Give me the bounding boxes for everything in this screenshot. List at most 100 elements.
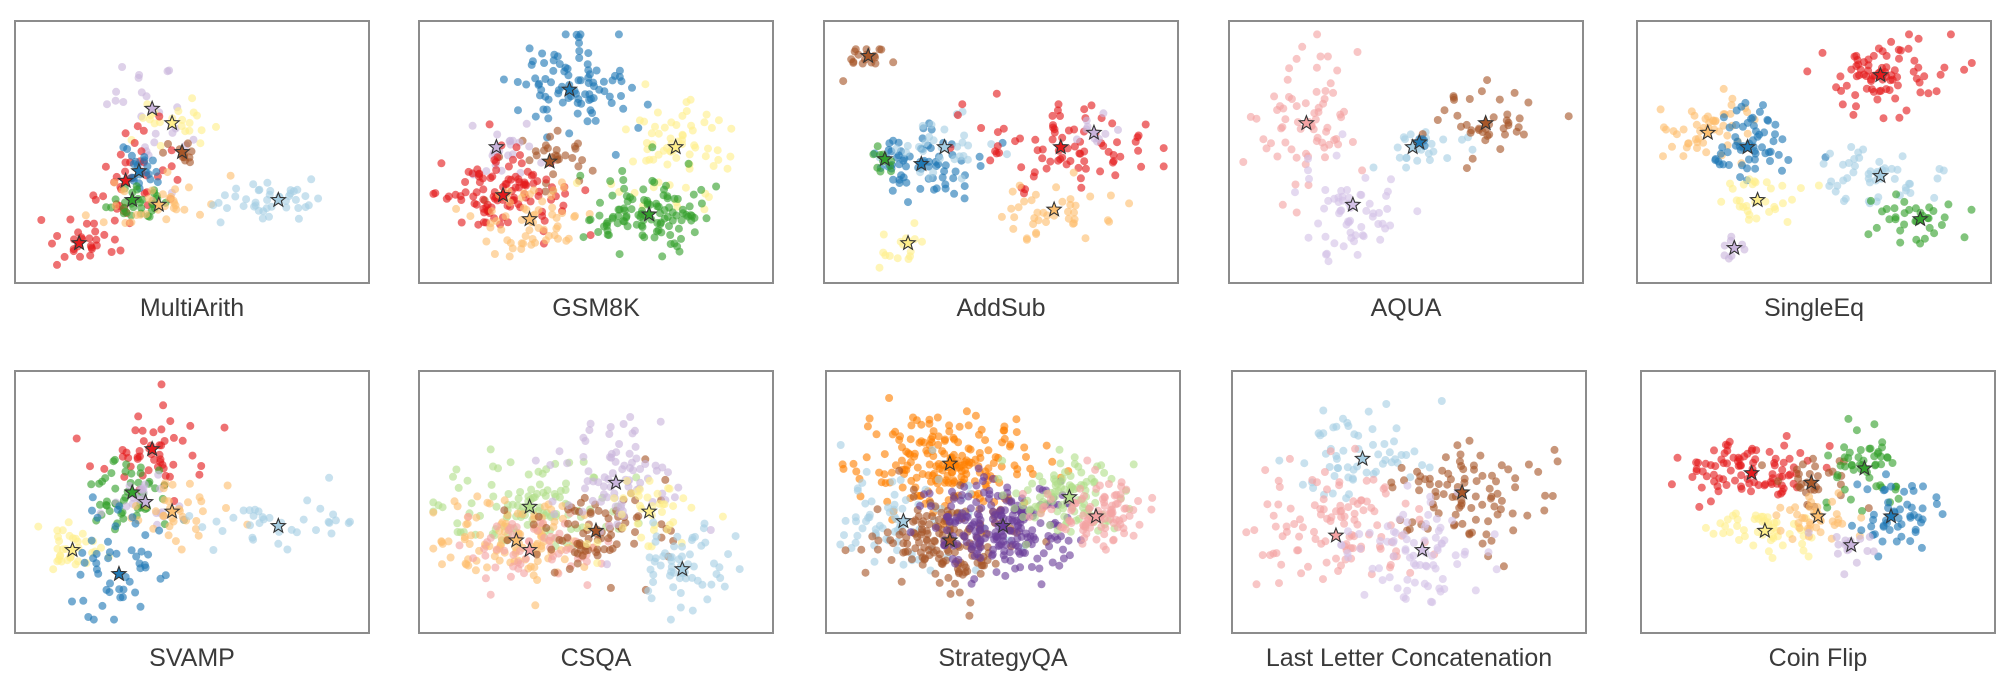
scatter-point bbox=[684, 159, 693, 168]
scatter-point bbox=[1383, 204, 1392, 213]
scatter-point bbox=[545, 536, 553, 545]
scatter-point bbox=[1918, 515, 1927, 524]
scatter-point bbox=[1109, 535, 1118, 544]
scatter-point bbox=[657, 520, 666, 529]
cluster-center-star bbox=[143, 440, 161, 457]
scatter-point bbox=[325, 473, 334, 482]
scatter-point bbox=[1361, 173, 1370, 182]
scatter-point bbox=[197, 462, 206, 470]
scatter-point bbox=[1250, 526, 1259, 535]
scatter-point bbox=[1662, 125, 1670, 134]
scatter-point bbox=[119, 143, 128, 152]
scatter-point bbox=[554, 549, 563, 558]
scatter-point bbox=[1390, 437, 1398, 446]
scatter-point bbox=[1375, 564, 1383, 573]
scatter-point bbox=[1129, 531, 1138, 540]
scatter-point bbox=[1343, 463, 1352, 472]
scatter-point bbox=[1269, 511, 1278, 520]
scatter-point bbox=[1804, 528, 1813, 537]
scatter-point bbox=[927, 120, 936, 129]
scatter-point bbox=[615, 66, 624, 75]
points-layer bbox=[1242, 397, 1562, 607]
scatter-point bbox=[1906, 179, 1914, 188]
scatter-point bbox=[1752, 127, 1760, 136]
scatter-point bbox=[1866, 196, 1875, 205]
scatter-point bbox=[885, 508, 894, 517]
scatter-point bbox=[1919, 482, 1927, 491]
scatter-point bbox=[1844, 454, 1853, 462]
scatter-point bbox=[651, 122, 659, 131]
scatter-point bbox=[883, 528, 892, 537]
scatter-point bbox=[1900, 220, 1909, 229]
scatter-point bbox=[1052, 183, 1061, 192]
scatter-point bbox=[944, 512, 953, 521]
scatter-point bbox=[1851, 162, 1859, 171]
scatter-point bbox=[1342, 494, 1351, 503]
scatter-point bbox=[681, 183, 690, 192]
scatter-point bbox=[1747, 487, 1755, 496]
scatter-point bbox=[232, 184, 241, 193]
scatter-point bbox=[1497, 461, 1506, 470]
scatter-point bbox=[121, 573, 130, 581]
scatter-point bbox=[1510, 88, 1519, 97]
scatter-point bbox=[469, 192, 478, 201]
scatter-point bbox=[1022, 235, 1031, 244]
scatter-point bbox=[1119, 514, 1128, 523]
scatter-point bbox=[928, 446, 937, 455]
scatter-point bbox=[531, 456, 540, 465]
scatter-point bbox=[1344, 473, 1353, 482]
scatter-point bbox=[642, 156, 651, 165]
scatter-point bbox=[249, 511, 258, 520]
scatter-point bbox=[1323, 123, 1332, 132]
scatter-point bbox=[1726, 109, 1735, 118]
scatter-point bbox=[1896, 226, 1905, 235]
scatter-point bbox=[96, 500, 104, 509]
scatter-point bbox=[1051, 487, 1059, 496]
scatter-point bbox=[1460, 474, 1469, 483]
scatter-point bbox=[929, 136, 938, 145]
scatter-point bbox=[906, 528, 915, 537]
scatter-point bbox=[1403, 575, 1412, 584]
cluster-center-star bbox=[110, 564, 128, 582]
scatter-point bbox=[667, 118, 676, 127]
scatter-point bbox=[1774, 490, 1782, 499]
scatter-point bbox=[1788, 195, 1796, 204]
scatter-point bbox=[1374, 450, 1383, 459]
scatter-point bbox=[898, 443, 906, 452]
scatter-point bbox=[606, 177, 615, 186]
cluster-center-star bbox=[876, 150, 894, 167]
scatter-point bbox=[979, 488, 988, 497]
scatter-point bbox=[1496, 145, 1505, 154]
scatter-point bbox=[955, 588, 964, 597]
scatter-point bbox=[1523, 511, 1532, 520]
scatter-point bbox=[889, 175, 898, 184]
scatter-point bbox=[1025, 512, 1034, 521]
scatter-point bbox=[1028, 470, 1037, 478]
scatter-point bbox=[1737, 471, 1746, 480]
cluster-center-star bbox=[640, 502, 658, 519]
scatter-point bbox=[881, 479, 890, 488]
scatter-point bbox=[1472, 477, 1481, 486]
scatter-point bbox=[1937, 221, 1946, 229]
scatter-point bbox=[1350, 430, 1359, 439]
cluster-center-star bbox=[150, 195, 168, 213]
scatter-point bbox=[1459, 465, 1468, 474]
scatter-point bbox=[1310, 109, 1319, 118]
scatter-point bbox=[131, 588, 140, 597]
scatter-point bbox=[1066, 517, 1075, 526]
scatter-point bbox=[893, 546, 901, 555]
scatter-point bbox=[286, 189, 295, 198]
scatter-point bbox=[1300, 459, 1309, 468]
scatter-point bbox=[1070, 208, 1078, 217]
points-layer bbox=[839, 45, 1168, 272]
scatter-point bbox=[537, 158, 546, 167]
scatter-point bbox=[1320, 204, 1329, 213]
cluster-center-star bbox=[163, 114, 181, 131]
scatter-point bbox=[1321, 232, 1330, 241]
scatter-point bbox=[963, 155, 972, 164]
scatter-point bbox=[644, 542, 653, 551]
scatter-point bbox=[491, 563, 500, 572]
scatter-point bbox=[1141, 120, 1150, 129]
scatter-point bbox=[573, 109, 582, 118]
scatter-point bbox=[894, 151, 903, 160]
